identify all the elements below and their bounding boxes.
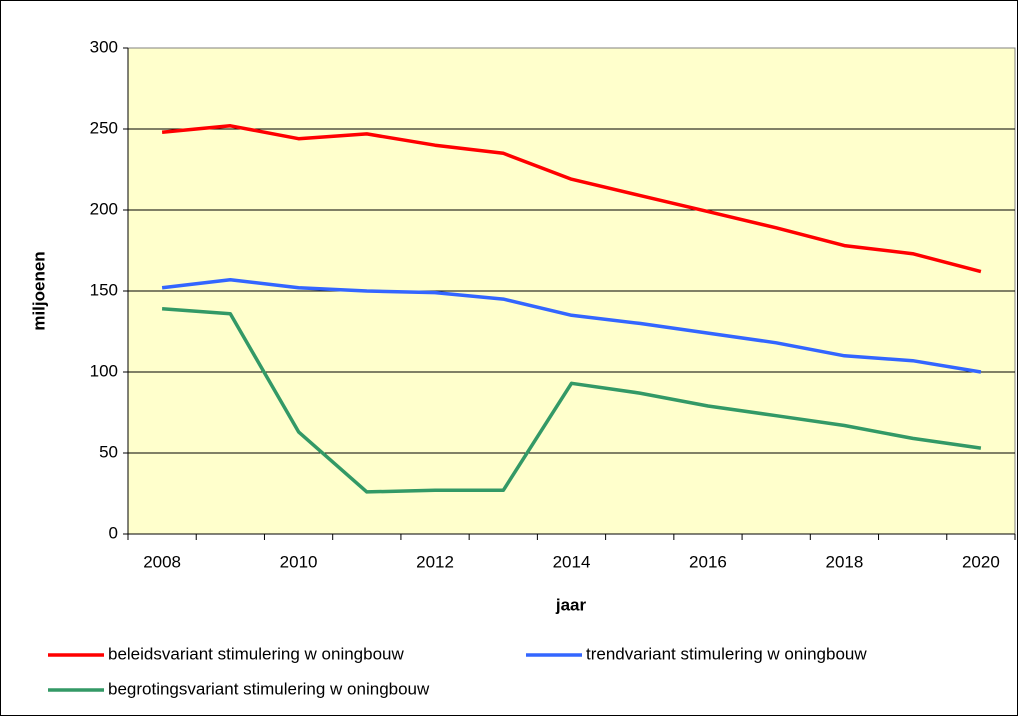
series-line bbox=[161, 124, 982, 274]
x-tick-label: 2018 bbox=[826, 552, 864, 571]
legend-label: trendvariant stimulering w oningbouw bbox=[586, 644, 867, 663]
y-axis-title: miljoenen bbox=[29, 251, 48, 330]
y-tick-label: 200 bbox=[90, 199, 118, 218]
y-tick-label: 0 bbox=[109, 523, 118, 542]
x-tick-label: 2012 bbox=[416, 552, 454, 571]
series-line bbox=[161, 307, 982, 494]
x-tick-label: 2020 bbox=[962, 552, 1000, 571]
series-line bbox=[161, 277, 982, 374]
y-tick-label: 150 bbox=[90, 280, 118, 299]
y-tick-label: 100 bbox=[90, 361, 118, 380]
legend-label: beleidsvariant stimulering w oningbouw bbox=[108, 644, 404, 663]
x-tick-label: 2014 bbox=[553, 552, 591, 571]
x-axis-title: jaar bbox=[555, 595, 587, 614]
x-tick-label: 2008 bbox=[143, 552, 181, 571]
legend-label: begrotingsvariant stimulering w oningbou… bbox=[108, 679, 430, 698]
y-tick-label: 50 bbox=[99, 442, 118, 461]
y-tick-label: 300 bbox=[90, 37, 118, 56]
x-tick-label: 2010 bbox=[280, 552, 318, 571]
x-tick-label: 2016 bbox=[689, 552, 727, 571]
y-tick-label: 250 bbox=[90, 118, 118, 137]
